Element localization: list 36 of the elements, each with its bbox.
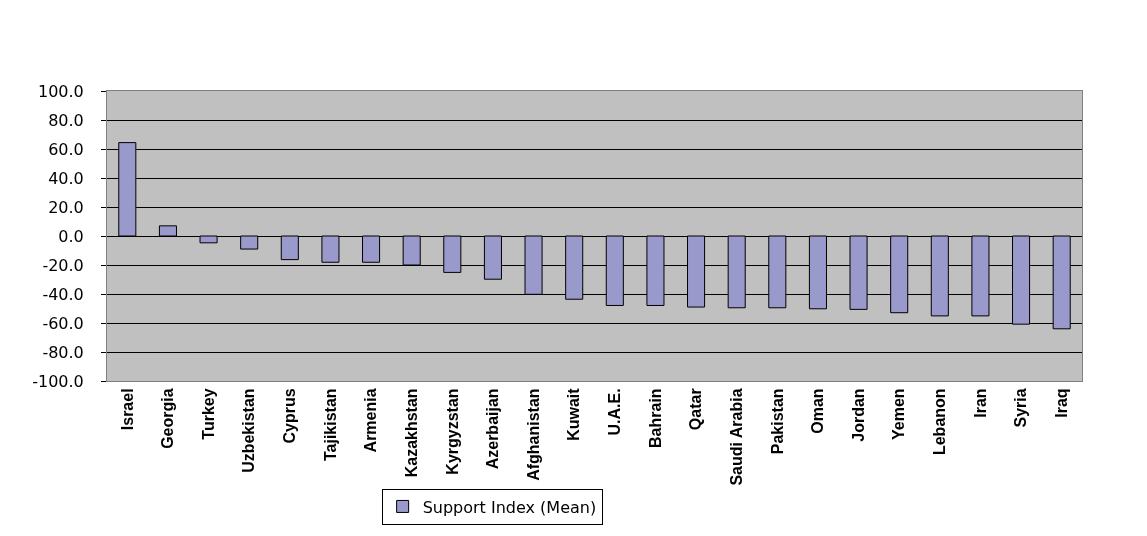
- x-tick-label: Cyprus: [281, 388, 299, 444]
- x-tick-label: Kazakhstan: [402, 388, 420, 478]
- legend-label: Support Index (Mean): [422, 497, 597, 517]
- x-tick-label: Iran: [971, 388, 989, 418]
- x-tick-label: Pakistan: [768, 388, 786, 455]
- y-tick-label: 100.0: [37, 81, 84, 101]
- y-tick-label: 0.0: [58, 226, 84, 246]
- x-tick-label: Azerbaijan: [484, 388, 502, 470]
- x-tick-label: Lebanon: [931, 388, 949, 456]
- x-tick-label: Uzbekistan: [240, 388, 258, 473]
- x-tick-label: Yemen: [890, 388, 908, 440]
- y-tick-label: -40.0: [42, 284, 84, 304]
- y-tick-label: -100.0: [32, 371, 84, 391]
- x-tick-label: Georgia: [159, 388, 177, 449]
- y-tick-label: -80.0: [42, 342, 84, 362]
- y-tick-label: -20.0: [42, 255, 84, 275]
- x-tick-label: Jordan: [849, 388, 867, 442]
- x-tick-label: Iraq: [1052, 388, 1070, 418]
- x-tick-label: Kuwait: [565, 387, 583, 441]
- y-tick-label: 40.0: [48, 168, 84, 188]
- x-tick-label: Bahrain: [646, 388, 664, 448]
- y-tick-label: -60.0: [42, 313, 84, 333]
- x-tick-label: Armenia: [362, 388, 380, 453]
- x-tick-label: Qatar: [687, 388, 705, 431]
- x-tick-label: U.A.E.: [606, 388, 624, 436]
- x-tick-label: Turkey: [199, 388, 217, 440]
- x-tick-label: Saudi Arabia: [727, 388, 745, 486]
- x-tick-label: Syria: [1012, 388, 1030, 428]
- y-tick-label: 80.0: [48, 110, 84, 130]
- x-tick-label: Kyrgyzstan: [443, 388, 461, 475]
- x-tick-label: Afghanistan: [524, 388, 542, 481]
- y-tick-label: 60.0: [48, 139, 84, 159]
- x-tick-label: Israel: [118, 388, 136, 431]
- x-tick-label: Oman: [809, 388, 827, 434]
- y-tick-label: 20.0: [48, 197, 84, 217]
- x-tick-label: Tajikistan: [321, 388, 339, 462]
